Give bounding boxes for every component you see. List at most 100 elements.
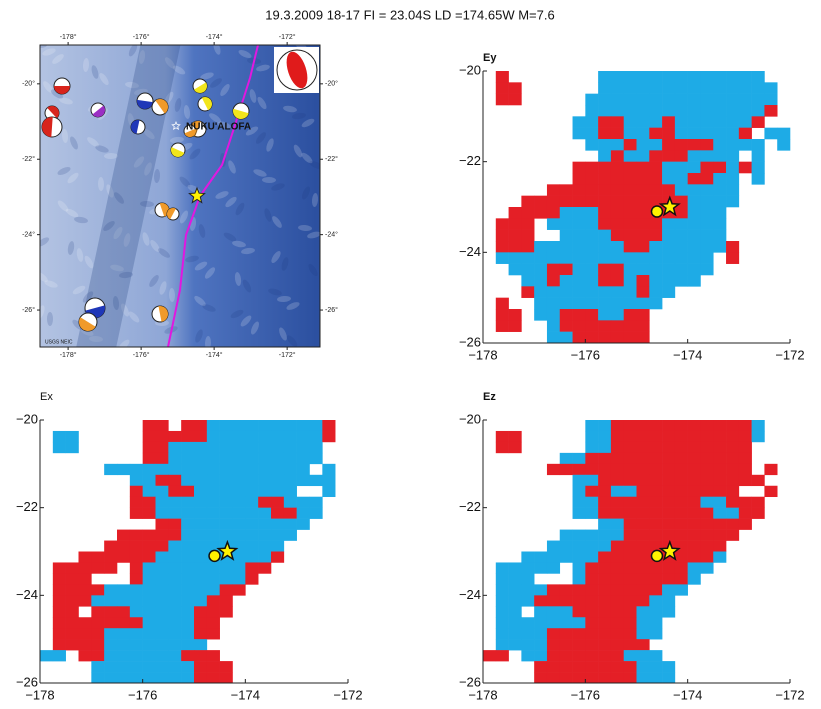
grid-cell	[233, 530, 246, 541]
grid-cell	[637, 639, 650, 650]
grid-cell	[611, 420, 624, 431]
grid-cell	[547, 252, 560, 264]
grid-cell	[143, 464, 156, 475]
grid-cell	[585, 252, 598, 264]
x-tick-label: −178	[25, 687, 54, 702]
grid-cell	[624, 298, 637, 310]
grid-cell	[713, 519, 726, 530]
grid-cell	[752, 420, 765, 431]
circle-marker	[651, 550, 662, 561]
grid-cell	[752, 105, 765, 117]
grid-cell	[560, 332, 573, 344]
grid-cell	[207, 519, 220, 530]
grid-cell	[649, 595, 662, 606]
grid-cell	[560, 552, 573, 563]
grid-cell	[207, 420, 220, 431]
grid-cell	[598, 139, 611, 151]
grid-cell	[713, 486, 726, 497]
grid-cell	[534, 672, 547, 683]
grid-cell	[598, 264, 611, 276]
grid-cell	[726, 442, 739, 453]
grid-cell	[509, 264, 522, 276]
grid-cell	[585, 218, 598, 230]
grid-cell	[611, 173, 624, 185]
grid-cell	[534, 661, 547, 672]
page: {"title": "19.3.2009 18-17 FI = 23.04S L…	[0, 0, 821, 709]
grid-cell	[245, 530, 258, 541]
grid-cell	[117, 639, 130, 650]
grid-cell	[534, 241, 547, 253]
grid-cell	[598, 218, 611, 230]
figure: 19.3.2009 18-17 FI = 23.04S LD =174.65W …	[0, 0, 821, 709]
grid-cell	[637, 252, 650, 264]
grid-cell	[611, 162, 624, 174]
grid-cell	[130, 573, 143, 584]
x-tick-label: -176°	[133, 33, 150, 41]
grid-cell	[637, 116, 650, 128]
grid-cell	[649, 275, 662, 287]
grid-cell	[585, 173, 598, 185]
grid-cell	[91, 650, 104, 661]
grid-cell	[649, 128, 662, 140]
grid-cell	[624, 606, 637, 617]
grid-cell	[713, 508, 726, 519]
grid-cell	[310, 420, 323, 431]
grid-cell	[700, 453, 713, 464]
grid-cell	[611, 486, 624, 497]
grid-cell	[245, 508, 258, 519]
grid-cell	[649, 497, 662, 508]
grid-cell	[662, 116, 675, 128]
grid-cell	[611, 82, 624, 94]
y-tick-label: −20	[459, 411, 481, 426]
grid-cell	[181, 508, 194, 519]
grid-cell	[547, 628, 560, 639]
grid-cell	[573, 650, 586, 661]
grid-cell	[91, 617, 104, 628]
grid-cell	[649, 420, 662, 431]
grid-cell	[521, 196, 534, 208]
grid-cell	[573, 184, 586, 196]
grid-cell	[168, 475, 181, 486]
grid-cell	[496, 639, 509, 650]
grid-cell	[675, 173, 688, 185]
grid-cell	[739, 508, 752, 519]
y-tick-label: −22	[459, 499, 481, 514]
grid-cell	[713, 150, 726, 162]
grid-cell	[534, 639, 547, 650]
grid-cell	[675, 218, 688, 230]
grid-cell	[168, 541, 181, 552]
grid-cell	[534, 275, 547, 287]
grid-cell	[611, 332, 624, 344]
grid-cell	[156, 486, 169, 497]
grid-cell	[573, 230, 586, 242]
grid-cell	[700, 431, 713, 442]
grid-cell	[739, 71, 752, 83]
grid-cell	[688, 519, 701, 530]
grid-cell	[624, 264, 637, 276]
grid-cell	[547, 207, 560, 219]
grid-cell	[662, 139, 675, 151]
grid-cell	[649, 606, 662, 617]
grid-cell	[297, 420, 310, 431]
grid-cell	[585, 562, 598, 573]
grid-cell	[649, 264, 662, 276]
grid-cell	[585, 184, 598, 196]
grid-cell	[53, 562, 66, 573]
grid-cell	[79, 562, 92, 573]
grid-cell	[649, 442, 662, 453]
grid-cell	[573, 309, 586, 321]
grid-cell	[207, 628, 220, 639]
y-tick-label: -24°	[22, 230, 35, 238]
grid-cell	[53, 584, 66, 595]
grid-cell	[624, 584, 637, 595]
grid-cell	[573, 207, 586, 219]
grid-cell	[611, 541, 624, 552]
grid-cell	[509, 252, 522, 264]
grid-cell	[598, 453, 611, 464]
grid-cell	[675, 475, 688, 486]
grid-cell	[322, 420, 335, 431]
grid-cell	[194, 552, 207, 563]
grid-cell	[181, 584, 194, 595]
grid-cell	[649, 252, 662, 264]
grid-cell	[104, 562, 117, 573]
